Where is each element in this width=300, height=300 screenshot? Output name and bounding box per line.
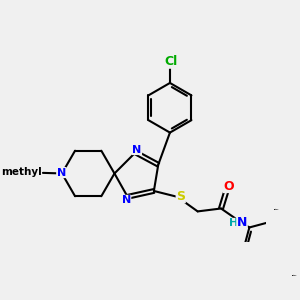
Text: O: O	[223, 179, 234, 193]
Text: H: H	[229, 218, 238, 228]
Text: methyl: methyl	[277, 205, 281, 206]
Text: methyl: methyl	[1, 167, 41, 177]
Text: Cl: Cl	[165, 55, 178, 68]
Text: methyl: methyl	[292, 275, 297, 276]
Text: N: N	[237, 216, 247, 229]
Text: methyl: methyl	[295, 275, 299, 276]
Text: S: S	[176, 190, 185, 203]
Text: methyl: methyl	[295, 272, 299, 273]
Text: methyl: methyl	[274, 208, 279, 210]
Text: N: N	[132, 145, 142, 154]
Text: methyl: methyl	[277, 210, 281, 211]
Text: methyl: methyl	[278, 204, 283, 205]
Text: N: N	[57, 168, 66, 178]
Text: N: N	[122, 195, 131, 205]
Text: methyl: methyl	[32, 172, 38, 173]
Text: methyl: methyl	[39, 172, 44, 173]
